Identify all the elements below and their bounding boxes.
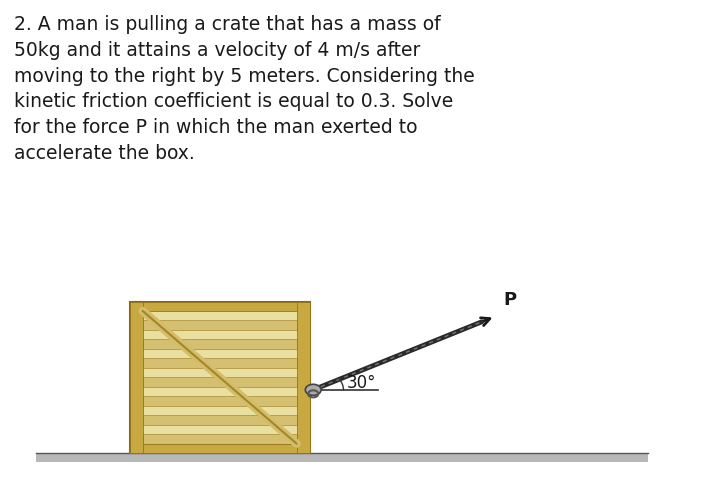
- Bar: [36, 453, 648, 462]
- Bar: [143, 415, 297, 425]
- Bar: [143, 340, 297, 349]
- Bar: [143, 434, 297, 444]
- Bar: [143, 358, 297, 368]
- Bar: [143, 377, 297, 387]
- Bar: [130, 444, 310, 453]
- Text: 2. A man is pulling a crate that has a mass of
50kg and it attains a velocity of: 2. A man is pulling a crate that has a m…: [14, 15, 475, 163]
- Text: 30°: 30°: [347, 374, 377, 392]
- Bar: [130, 302, 310, 453]
- Text: P: P: [503, 291, 516, 309]
- Bar: [297, 302, 310, 453]
- Circle shape: [305, 384, 321, 395]
- Bar: [130, 302, 310, 311]
- Bar: [143, 320, 297, 330]
- Bar: [143, 396, 297, 406]
- Bar: [130, 302, 143, 453]
